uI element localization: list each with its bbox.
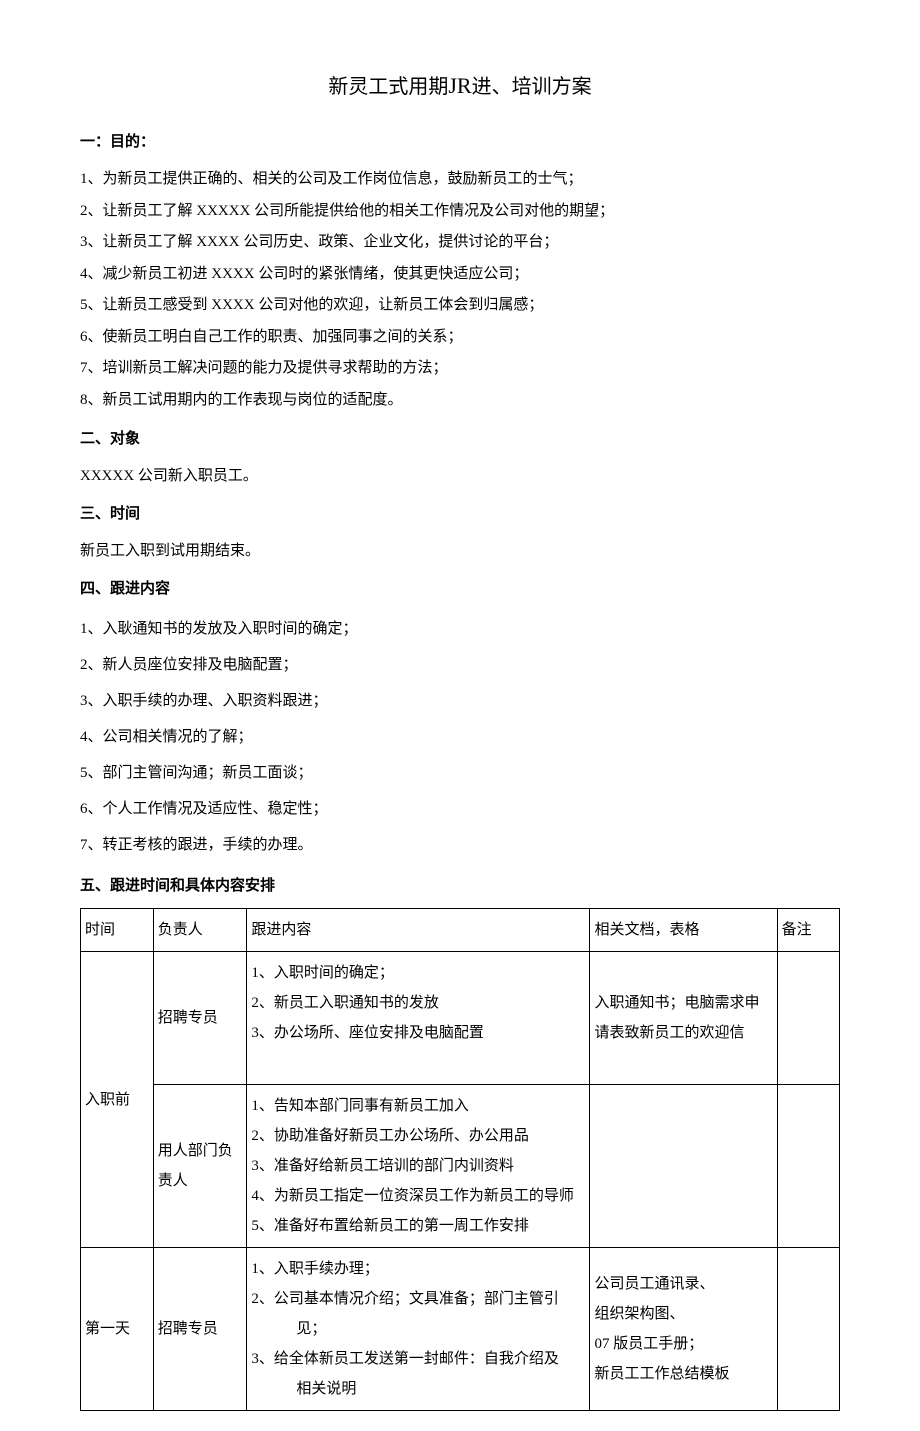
sec1-item: 1、为新员工提供正确的、相关的公司及工作岗位信息，鼓励新员工的士气； bbox=[80, 164, 840, 196]
sec1-item: 2、让新员工了解 XXXXX 公司所能提供给他的相关工作情况及公司对他的期望； bbox=[80, 196, 840, 228]
table-row: 用人部门负责人 1、告知本部门同事有新员工加入 2、协助准备好新员工办公场所、办… bbox=[81, 1085, 840, 1248]
sec4-item: 7、转正考核的跟进，手续的办理。 bbox=[80, 827, 840, 863]
content-line: 1、告知本部门同事有新员工加入 bbox=[251, 1091, 585, 1121]
cell-owner: 用人部门负责人 bbox=[153, 1085, 247, 1248]
th-note: 备注 bbox=[777, 909, 839, 952]
content-line: 2、新员工入职通知书的发放 bbox=[251, 988, 585, 1018]
table-header-row: 时间 负责人 跟进内容 相关文档，表格 备注 bbox=[81, 909, 840, 952]
schedule-table: 时间 负责人 跟进内容 相关文档，表格 备注 入职前 招聘专员 1、入职时间的确… bbox=[80, 908, 840, 1411]
cell-time: 第一天 bbox=[81, 1248, 154, 1411]
docs-line: 07 版员工手册； bbox=[594, 1329, 772, 1359]
cell-content: 1、告知本部门同事有新员工加入 2、协助准备好新员工办公场所、办公用品 3、准备… bbox=[247, 1085, 590, 1248]
cell-docs: 入职通知书；电脑需求申请表致新员工的欢迎信 bbox=[590, 952, 777, 1085]
sec1-item: 6、使新员工明白自己工作的职责、加强同事之间的关系； bbox=[80, 322, 840, 354]
sec1-item: 8、新员工试用期内的工作表现与岗位的适配度。 bbox=[80, 385, 840, 417]
cell-content: 1、入职手续办理； 2、公司基本情况介绍；文具准备；部门主管引 见； 3、给全体… bbox=[247, 1248, 590, 1411]
cell-note bbox=[777, 1085, 839, 1248]
content-line: 2、协助准备好新员工办公场所、办公用品 bbox=[251, 1121, 585, 1151]
sec1-item: 4、减少新员工初进 XXXX 公司时的紧张情绪，使其更快适应公司； bbox=[80, 259, 840, 291]
sec5-header: 五、跟进时间和具体内容安排 bbox=[80, 873, 840, 900]
content-line: 相关说明 bbox=[251, 1374, 585, 1404]
page-title: 新灵工式用期JR进、培训方案 bbox=[80, 70, 840, 99]
title-post: 进、培训方案 bbox=[472, 76, 592, 98]
sec4-item: 4、公司相关情况的了解； bbox=[80, 719, 840, 755]
content-line: 见； bbox=[251, 1314, 585, 1344]
sec2-header: 二、对象 bbox=[80, 426, 840, 453]
cell-note bbox=[777, 952, 839, 1085]
content-line: 1、入职时间的确定； bbox=[251, 958, 585, 988]
cell-time: 入职前 bbox=[81, 952, 154, 1248]
table-row: 入职前 招聘专员 1、入职时间的确定； 2、新员工入职通知书的发放 3、办公场所… bbox=[81, 952, 840, 1085]
th-content: 跟进内容 bbox=[247, 909, 590, 952]
content-line: 3、给全体新员工发送第一封邮件：自我介绍及 bbox=[251, 1344, 585, 1374]
cell-owner: 招聘专员 bbox=[153, 952, 247, 1085]
cell-docs bbox=[590, 1085, 777, 1248]
sec3-header: 三、时间 bbox=[80, 501, 840, 528]
content-line: 4、为新员工指定一位资深员工作为新员工的导师 bbox=[251, 1181, 585, 1211]
sec1-header: 一：目的： bbox=[80, 129, 840, 156]
sec1-item: 5、让新员工感受到 XXXX 公司对他的欢迎，让新员工体会到归属感； bbox=[80, 290, 840, 322]
sec4-item: 6、个人工作情况及适应性、稳定性； bbox=[80, 791, 840, 827]
content-line: 5、准备好布置给新员工的第一周工作安排 bbox=[251, 1211, 585, 1241]
sec4-header: 四、跟进内容 bbox=[80, 576, 840, 603]
docs-line: 公司员工通讯录、 bbox=[594, 1269, 772, 1299]
sec3-body: 新员工入职到试用期结束。 bbox=[80, 536, 840, 566]
th-owner: 负责人 bbox=[153, 909, 247, 952]
title-jr: JR bbox=[448, 73, 471, 98]
cell-note bbox=[777, 1248, 839, 1411]
sec4-item: 3、入职手续的办理、入职资料跟进； bbox=[80, 683, 840, 719]
table-row: 第一天 招聘专员 1、入职手续办理； 2、公司基本情况介绍；文具准备；部门主管引… bbox=[81, 1248, 840, 1411]
content-line: 2、公司基本情况介绍；文具准备；部门主管引 bbox=[251, 1284, 585, 1314]
cell-content: 1、入职时间的确定； 2、新员工入职通知书的发放 3、办公场所、座位安排及电脑配… bbox=[247, 952, 590, 1085]
sec4-item: 2、新人员座位安排及电脑配置； bbox=[80, 647, 840, 683]
sec1-item: 7、培训新员工解决问题的能力及提供寻求帮助的方法； bbox=[80, 353, 840, 385]
sec4-item: 5、部门主管间沟通；新员工面谈； bbox=[80, 755, 840, 791]
content-line: 3、准备好给新员工培训的部门内训资料 bbox=[251, 1151, 585, 1181]
title-pre: 新灵工式用期 bbox=[328, 76, 448, 98]
docs-line: 新员工工作总结模板 bbox=[594, 1359, 772, 1389]
cell-owner: 招聘专员 bbox=[153, 1248, 247, 1411]
th-docs: 相关文档，表格 bbox=[590, 909, 777, 952]
cell-docs: 公司员工通讯录、 组织架构图、 07 版员工手册； 新员工工作总结模板 bbox=[590, 1248, 777, 1411]
content-line: 3、办公场所、座位安排及电脑配置 bbox=[251, 1018, 585, 1048]
docs-line: 组织架构图、 bbox=[594, 1299, 772, 1329]
sec4-item: 1、入耿通知书的发放及入职时间的确定； bbox=[80, 611, 840, 647]
th-time: 时间 bbox=[81, 909, 154, 952]
sec1-item: 3、让新员工了解 XXXX 公司历史、政策、企业文化，提供讨论的平台； bbox=[80, 227, 840, 259]
content-line: 1、入职手续办理； bbox=[251, 1254, 585, 1284]
sec2-body: XXXXX 公司新入职员工。 bbox=[80, 461, 840, 491]
